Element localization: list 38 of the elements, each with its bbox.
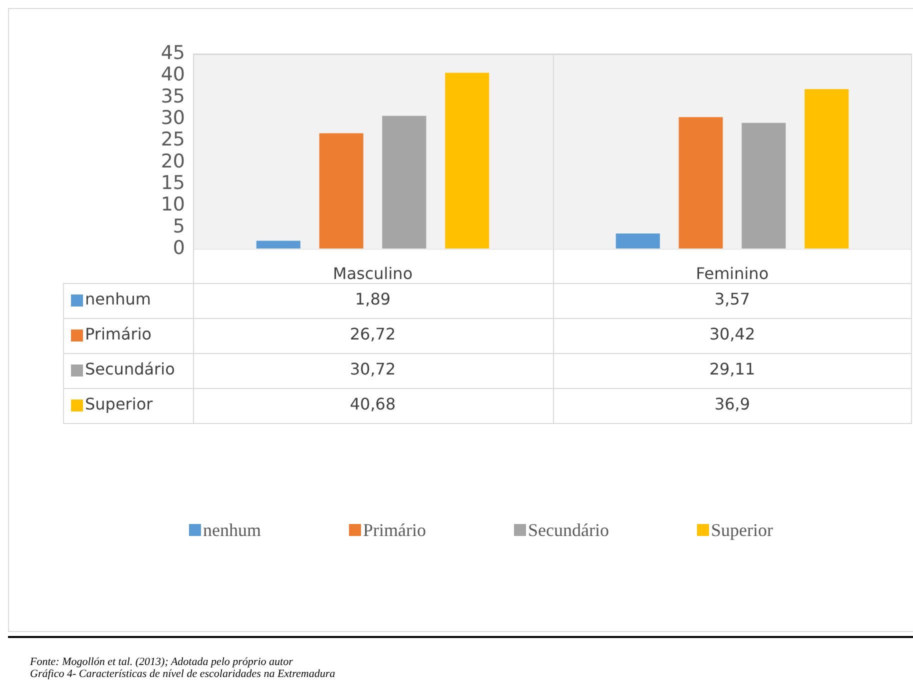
x-tick-label: Masculino [332, 264, 413, 283]
legend-label: Superior [710, 520, 773, 540]
x-tick-label: Feminino [696, 264, 769, 283]
data-label: 3,57 [714, 290, 750, 309]
data-label: 1,89 [354, 290, 391, 309]
legend-label: Secundário [85, 360, 175, 379]
legend-label: Primário [85, 324, 152, 344]
y-tick-label: 45 [160, 42, 185, 64]
bar [256, 240, 300, 248]
data-label: 30,72 [350, 360, 396, 379]
bar [319, 133, 364, 248]
bar [742, 122, 786, 248]
data-label: 30,42 [709, 324, 756, 344]
y-tick-label: 20 [160, 150, 185, 172]
data-label: 29,11 [709, 360, 756, 379]
text: Primário [363, 520, 426, 540]
legend-label: nenhum [85, 290, 151, 309]
text: nenhum [203, 520, 261, 540]
y-tick-label: 30 [160, 106, 185, 129]
y-tick-label: 35 [160, 85, 185, 108]
bar [382, 116, 426, 248]
bar [616, 234, 660, 248]
text: Secundário [528, 520, 609, 540]
data-label: 40,68 [350, 394, 396, 414]
text: Gráfico 4- Características de nível de escolaridades na Extremadura [30, 668, 336, 680]
y-tick-label: 5 [172, 215, 185, 238]
y-tick-label: 10 [160, 194, 185, 216]
text: Superior [85, 394, 153, 414]
bar [445, 72, 490, 248]
y-tick-label: 25 [160, 128, 185, 151]
y-tick-label: 40 [160, 64, 185, 86]
data-label: 26,72 [350, 324, 396, 344]
data-label: 36,9 [714, 394, 750, 414]
source-note: Fonte: Mogollón et tal. (2013); Adotada pelo próprio autor [30, 656, 294, 668]
bar [678, 117, 723, 248]
bar [804, 89, 849, 248]
y-tick-label: 15 [160, 172, 185, 194]
y-tick-label: 0 [172, 236, 185, 259]
